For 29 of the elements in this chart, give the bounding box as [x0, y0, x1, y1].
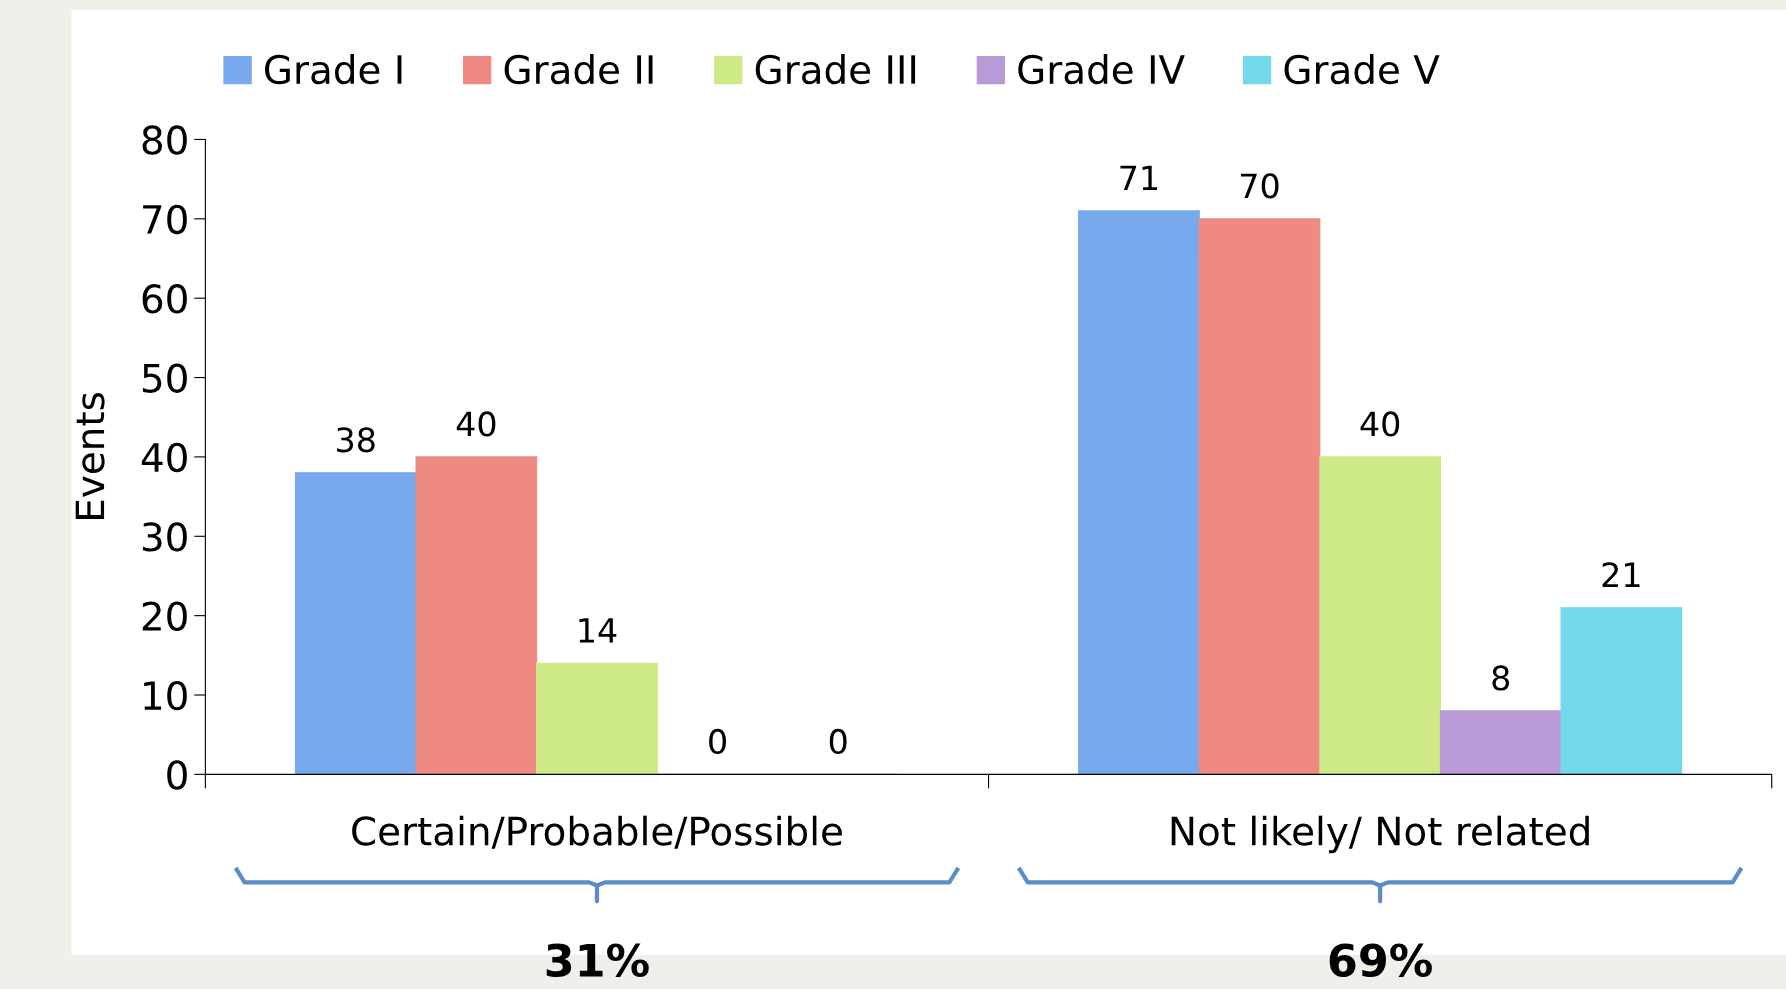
- legend-label: Grade V: [1284, 54, 1440, 85]
- data-label: 71: [1120, 165, 1158, 191]
- y-axis-title: Events: [75, 392, 105, 519]
- data-label: 14: [579, 618, 617, 643]
- data-label: 38: [337, 427, 375, 453]
- text: 31%: [546, 943, 649, 978]
- y-tick-label: 0: [167, 760, 187, 790]
- data-label: 8: [1492, 665, 1510, 691]
- y-tick-label: 70: [143, 204, 187, 235]
- data-label: 0: [829, 728, 847, 755]
- legend-label: Grade I: [265, 54, 402, 85]
- y-tick-label: 20: [142, 601, 187, 631]
- y-tick-label: 50: [142, 363, 187, 393]
- x-tick-label: Not likely/ Not related: [1171, 815, 1589, 854]
- x-tick-label: Certain/Probable/Possible: [352, 815, 842, 849]
- data-label: 40: [1360, 411, 1400, 437]
- y-tick-label: 40: [141, 442, 187, 473]
- data-label: 40: [456, 411, 496, 437]
- legend-label: Grade IV: [1018, 54, 1185, 85]
- data-label: 70: [1241, 173, 1279, 199]
- data-label: 21: [1602, 562, 1640, 587]
- y-tick-label: 80: [142, 125, 187, 155]
- y-tick-label: 60: [142, 284, 187, 314]
- data-label: 0: [709, 728, 726, 755]
- text: 69%: [1329, 943, 1432, 978]
- legend-label: Grade III: [755, 54, 916, 85]
- y-tick-label: 30: [142, 522, 187, 552]
- y-tick-label: 10: [144, 680, 187, 711]
- legend-label: Grade II: [504, 54, 653, 85]
